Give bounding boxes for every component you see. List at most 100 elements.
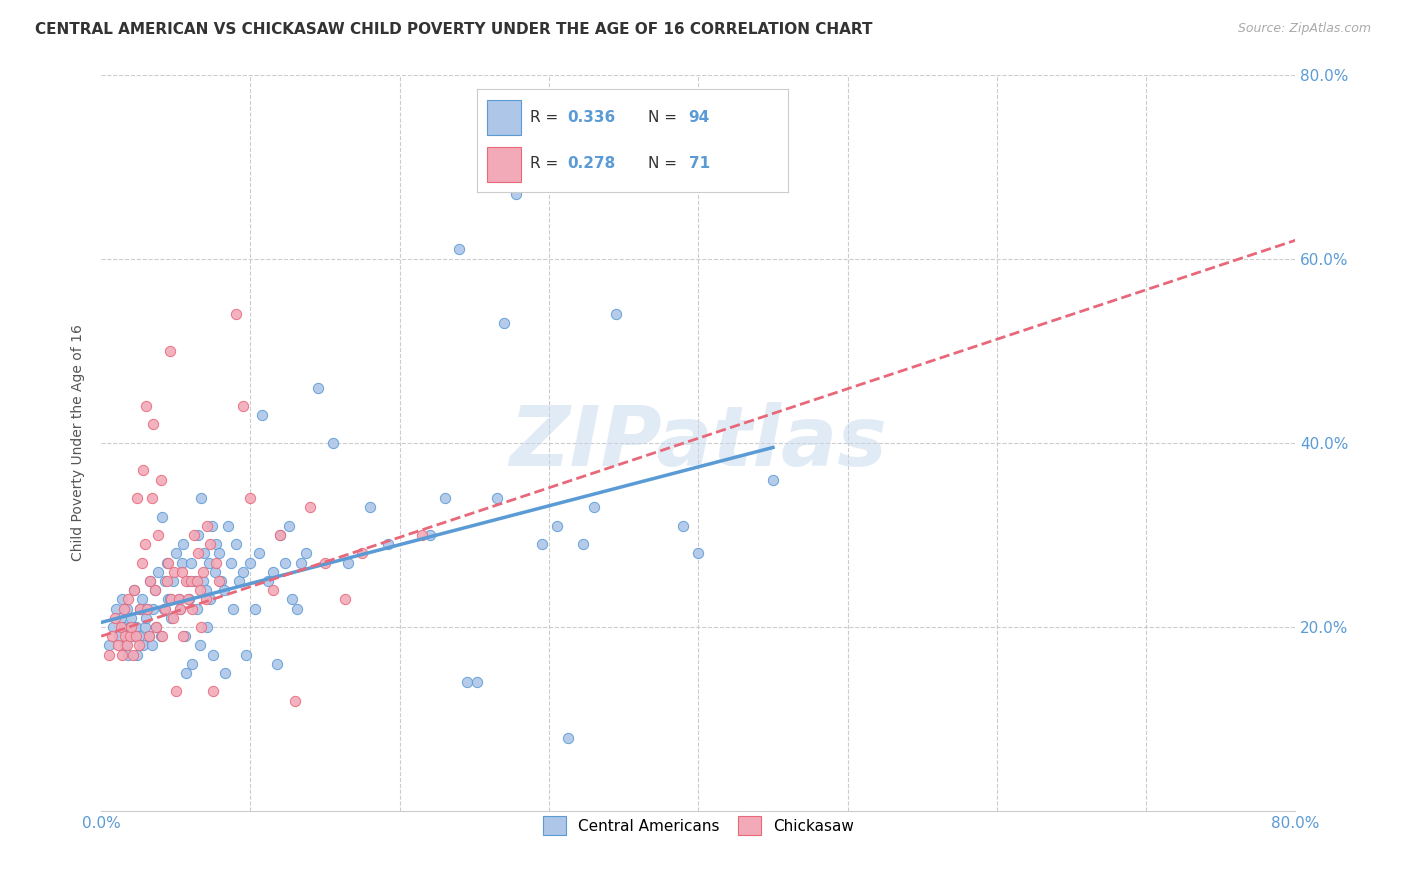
Point <box>170 565 193 579</box>
Point <box>225 537 247 551</box>
Point <box>546 518 568 533</box>
Point <box>124 620 146 634</box>
Point <box>762 473 785 487</box>
Point <box>135 399 157 413</box>
Point <box>129 601 152 615</box>
Point <box>252 409 274 423</box>
Point <box>232 399 254 413</box>
Point <box>411 528 433 542</box>
Point <box>114 639 136 653</box>
Point <box>249 546 271 560</box>
Point <box>135 611 157 625</box>
Point <box>467 675 489 690</box>
Point <box>167 592 190 607</box>
Point <box>672 518 695 533</box>
Point <box>183 528 205 542</box>
Point <box>146 565 169 579</box>
Point <box>170 556 193 570</box>
Point <box>169 601 191 615</box>
Point <box>290 556 312 570</box>
Point <box>456 675 478 690</box>
Point <box>557 731 579 745</box>
Point <box>269 528 291 542</box>
Point <box>208 574 231 588</box>
Point <box>125 648 148 662</box>
Point <box>153 601 176 615</box>
Point <box>131 556 153 570</box>
Point <box>225 307 247 321</box>
Point <box>176 666 198 681</box>
Point <box>101 620 124 634</box>
Point <box>159 343 181 358</box>
Point <box>115 639 138 653</box>
Point <box>377 537 399 551</box>
Point <box>177 592 200 607</box>
Legend: Central Americans, Chickasaw: Central Americans, Chickasaw <box>534 807 863 844</box>
Point <box>139 574 162 588</box>
Point <box>157 556 180 570</box>
Point <box>239 556 262 570</box>
Y-axis label: Child Poverty Under the Age of 16: Child Poverty Under the Age of 16 <box>72 325 86 561</box>
Point <box>138 629 160 643</box>
Point <box>105 601 128 615</box>
Point <box>141 491 163 505</box>
Point <box>125 491 148 505</box>
Point <box>169 601 191 615</box>
Point <box>177 574 200 588</box>
Point <box>294 546 316 560</box>
Point <box>284 694 307 708</box>
Point <box>167 592 190 607</box>
Point <box>620 122 643 136</box>
Point <box>111 648 134 662</box>
Point <box>505 187 527 202</box>
Point <box>212 583 235 598</box>
Point <box>180 574 202 588</box>
Point <box>217 518 239 533</box>
Point <box>107 639 129 653</box>
Point <box>186 601 208 615</box>
Point <box>433 491 456 505</box>
Point <box>128 629 150 643</box>
Point <box>195 620 218 634</box>
Point <box>122 583 145 598</box>
Point <box>198 592 221 607</box>
Point <box>128 639 150 653</box>
Text: Source: ZipAtlas.com: Source: ZipAtlas.com <box>1237 22 1371 36</box>
Text: ZIPatlas: ZIPatlas <box>509 402 887 483</box>
Point <box>104 611 127 625</box>
Point <box>235 648 257 662</box>
Point <box>193 546 215 560</box>
Point <box>228 574 250 588</box>
Point <box>266 657 288 671</box>
Point <box>262 583 284 598</box>
Point <box>162 611 184 625</box>
Point <box>110 611 132 625</box>
Point <box>180 556 202 570</box>
Point <box>155 601 177 615</box>
Point <box>117 592 139 607</box>
Point <box>173 629 195 643</box>
Point <box>202 684 225 698</box>
Point <box>530 537 553 551</box>
Point <box>205 556 228 570</box>
Point <box>149 629 172 643</box>
Point <box>136 601 159 615</box>
Point <box>142 417 165 432</box>
Point <box>190 491 212 505</box>
Point <box>97 648 120 662</box>
Point <box>118 629 141 643</box>
Point <box>285 601 308 615</box>
Point <box>208 546 231 560</box>
Point <box>143 583 166 598</box>
Point <box>187 546 209 560</box>
Point <box>184 574 207 588</box>
Point <box>257 574 280 588</box>
Point <box>136 601 159 615</box>
Point <box>152 629 174 643</box>
Point <box>100 629 122 643</box>
Point <box>176 574 198 588</box>
Point <box>688 546 710 560</box>
Point <box>165 546 187 560</box>
Point <box>132 463 155 477</box>
Point <box>191 565 214 579</box>
